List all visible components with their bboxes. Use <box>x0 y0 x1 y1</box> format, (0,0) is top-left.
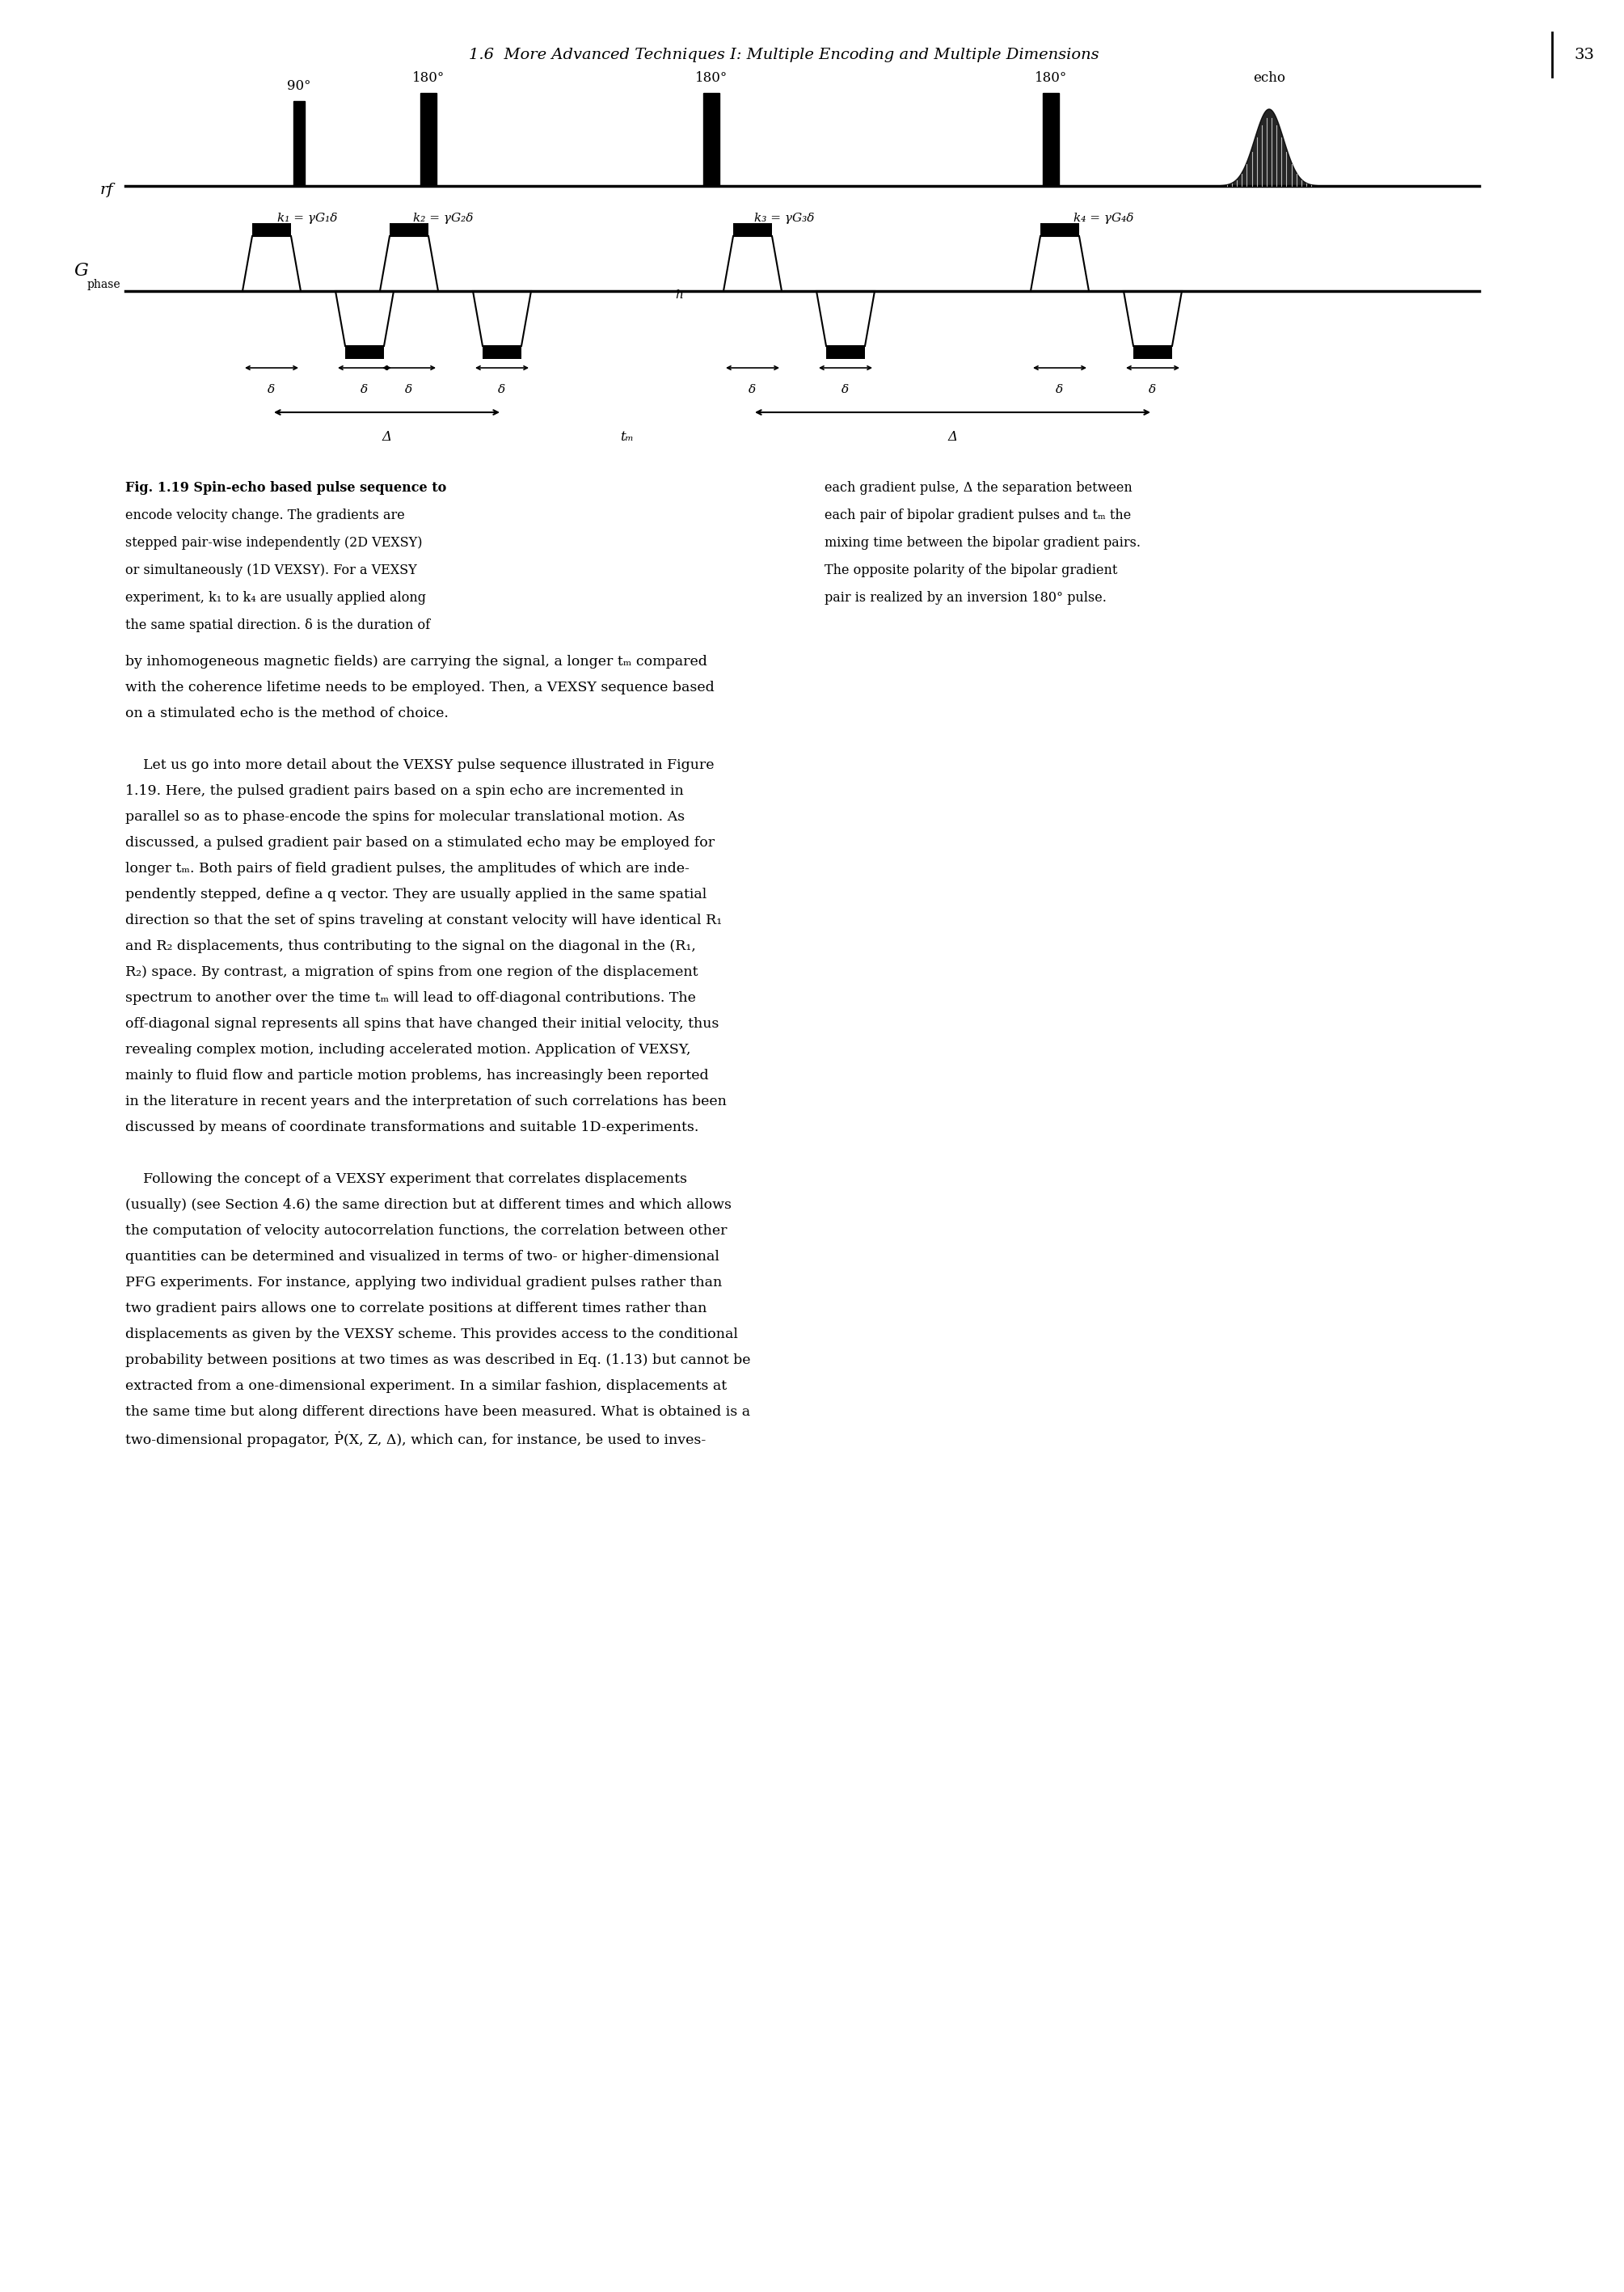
Text: Following the concept of a VEXSY experiment that correlates displacements: Following the concept of a VEXSY experim… <box>125 1171 687 1185</box>
Text: rf: rf <box>99 183 114 197</box>
Text: 180°: 180° <box>412 71 445 85</box>
Text: by inhomogeneous magnetic fields) are carrying the signal, a longer tₘ compared: by inhomogeneous magnetic fields) are ca… <box>125 656 706 669</box>
Text: k₁ = γG₁δ: k₁ = γG₁δ <box>278 213 338 225</box>
Text: Let us go into more detail about the VEXSY pulse sequence illustrated in Figure: Let us go into more detail about the VEX… <box>125 759 715 772</box>
Text: displacements as given by the VEXSY scheme. This provides access to the conditio: displacements as given by the VEXSY sche… <box>125 1327 737 1341</box>
Bar <box>346 346 383 360</box>
Text: or simultaneously (1D VEXSY). For a VEXSY: or simultaneously (1D VEXSY). For a VEXS… <box>125 564 417 578</box>
Text: mainly to fluid flow and particle motion problems, has increasingly been reporte: mainly to fluid flow and particle motion… <box>125 1068 708 1082</box>
Bar <box>1041 222 1080 236</box>
Text: PFG experiments. For instance, applying two individual gradient pulses rather th: PFG experiments. For instance, applying … <box>125 1277 723 1290</box>
Text: 180°: 180° <box>1034 71 1067 85</box>
Text: pair is realized by an inversion 180° pulse.: pair is realized by an inversion 180° pu… <box>825 591 1106 605</box>
Text: discussed by means of coordinate transformations and suitable 1D-experiments.: discussed by means of coordinate transfo… <box>125 1121 698 1135</box>
Bar <box>827 346 866 360</box>
Text: k₃ = γG₃δ: k₃ = γG₃δ <box>754 213 814 225</box>
Text: the computation of velocity autocorrelation functions, the correlation between o: the computation of velocity autocorrelat… <box>125 1224 728 1238</box>
Text: (usually) (see Section 4.6) the same direction but at different times and which : (usually) (see Section 4.6) the same dir… <box>125 1199 731 1212</box>
Bar <box>390 222 429 236</box>
Text: pendently stepped, define a q vector. They are usually applied in the same spati: pendently stepped, define a q vector. Th… <box>125 887 706 901</box>
Text: δ: δ <box>1056 385 1064 394</box>
Text: extracted from a one-dimensional experiment. In a similar fashion, displacements: extracted from a one-dimensional experim… <box>125 1380 728 1394</box>
Polygon shape <box>1221 110 1317 186</box>
Text: 1.19. Here, the pulsed gradient pairs based on a spin echo are incremented in: 1.19. Here, the pulsed gradient pairs ba… <box>125 784 684 798</box>
Polygon shape <box>380 236 438 291</box>
Text: revealing complex motion, including accelerated motion. Application of VEXSY,: revealing complex motion, including acce… <box>125 1043 690 1057</box>
Text: mixing time between the bipolar gradient pairs.: mixing time between the bipolar gradient… <box>825 536 1140 550</box>
Text: phase: phase <box>86 280 120 291</box>
Text: k₂ = γG₂δ: k₂ = γG₂δ <box>412 213 473 225</box>
Polygon shape <box>723 236 781 291</box>
Text: quantities can be determined and visualized in terms of two- or higher-dimension: quantities can be determined and visuali… <box>125 1249 719 1263</box>
Polygon shape <box>473 291 531 346</box>
Text: off-diagonal signal represents all spins that have changed their initial velocit: off-diagonal signal represents all spins… <box>125 1018 719 1031</box>
Text: 1.6  More Advanced Techniques I: Multiple Encoding and Multiple Dimensions: 1.6 More Advanced Techniques I: Multiple… <box>469 48 1099 62</box>
Text: with the coherence lifetime needs to be employed. Then, a VEXSY sequence based: with the coherence lifetime needs to be … <box>125 681 715 694</box>
Bar <box>482 346 521 360</box>
Text: echo: echo <box>1254 71 1285 85</box>
Text: δ: δ <box>841 385 849 394</box>
Bar <box>252 222 291 236</box>
Text: spectrum to another over the time tₘ will lead to off-diagonal contributions. Th: spectrum to another over the time tₘ wil… <box>125 990 697 1004</box>
Text: tₘ: tₘ <box>620 431 633 445</box>
Text: G: G <box>73 261 88 280</box>
Text: stepped pair-wise independently (2D VEXSY): stepped pair-wise independently (2D VEXS… <box>125 536 422 550</box>
Bar <box>732 222 771 236</box>
Text: discussed, a pulsed gradient pair based on a stimulated echo may be employed for: discussed, a pulsed gradient pair based … <box>125 837 715 850</box>
Text: experiment, k₁ to k₄ are usually applied along: experiment, k₁ to k₄ are usually applied… <box>125 591 425 605</box>
Text: δ: δ <box>749 385 757 394</box>
Text: each gradient pulse, Δ the separation between: each gradient pulse, Δ the separation be… <box>825 481 1132 495</box>
Text: Δ: Δ <box>382 431 391 445</box>
Text: longer tₘ. Both pairs of field gradient pulses, the amplitudes of which are inde: longer tₘ. Both pairs of field gradient … <box>125 862 690 876</box>
Text: δ: δ <box>268 385 276 394</box>
Text: δ: δ <box>1150 385 1156 394</box>
Polygon shape <box>817 291 875 346</box>
Text: each pair of bipolar gradient pulses and tₘ the: each pair of bipolar gradient pulses and… <box>825 509 1130 523</box>
Bar <box>1134 346 1173 360</box>
Text: k₄ = γG₄δ: k₄ = γG₄δ <box>1073 213 1134 225</box>
Text: 33: 33 <box>1574 48 1595 62</box>
Text: δ: δ <box>499 385 505 394</box>
Text: The opposite polarity of the bipolar gradient: The opposite polarity of the bipolar gra… <box>825 564 1117 578</box>
Text: δ: δ <box>406 385 412 394</box>
Text: direction so that the set of spins traveling at constant velocity will have iden: direction so that the set of spins trave… <box>125 915 723 928</box>
Text: Fig. 1.19 Spin-echo based pulse sequence to: Fig. 1.19 Spin-echo based pulse sequence… <box>125 481 447 495</box>
Bar <box>1043 94 1059 186</box>
Text: R₂) space. By contrast, a migration of spins from one region of the displacement: R₂) space. By contrast, a migration of s… <box>125 965 698 979</box>
Text: and R₂ displacements, thus contributing to the signal on the diagonal in the (R₁: and R₂ displacements, thus contributing … <box>125 940 697 953</box>
Polygon shape <box>1031 236 1088 291</box>
Text: parallel so as to phase-encode the spins for molecular translational motion. As: parallel so as to phase-encode the spins… <box>125 809 685 823</box>
Text: encode velocity change. The gradients are: encode velocity change. The gradients ar… <box>125 509 404 523</box>
Text: 180°: 180° <box>695 71 728 85</box>
Bar <box>421 94 437 186</box>
Text: on a stimulated echo is the method of choice.: on a stimulated echo is the method of ch… <box>125 706 448 720</box>
Text: the same time but along different directions have been measured. What is obtaine: the same time but along different direct… <box>125 1405 750 1419</box>
Bar <box>703 94 719 186</box>
Text: probability between positions at two times as was described in Eq. (1.13) but ca: probability between positions at two tim… <box>125 1352 750 1366</box>
Text: 90°: 90° <box>287 80 312 94</box>
Text: Δ: Δ <box>948 431 958 445</box>
Text: two gradient pairs allows one to correlate positions at different times rather t: two gradient pairs allows one to correla… <box>125 1302 706 1316</box>
Text: h: h <box>676 289 684 300</box>
Polygon shape <box>1124 291 1182 346</box>
Polygon shape <box>242 236 300 291</box>
Text: the same spatial direction. δ is the duration of: the same spatial direction. δ is the dur… <box>125 619 430 633</box>
Text: δ: δ <box>361 385 369 394</box>
Bar <box>294 101 305 186</box>
Text: in the literature in recent years and the interpretation of such correlations ha: in the literature in recent years and th… <box>125 1096 726 1109</box>
Text: two-dimensional propagator, Ṗ(X, Z, Δ), which can, for instance, be used to inve: two-dimensional propagator, Ṗ(X, Z, Δ), … <box>125 1430 706 1446</box>
Polygon shape <box>336 291 393 346</box>
